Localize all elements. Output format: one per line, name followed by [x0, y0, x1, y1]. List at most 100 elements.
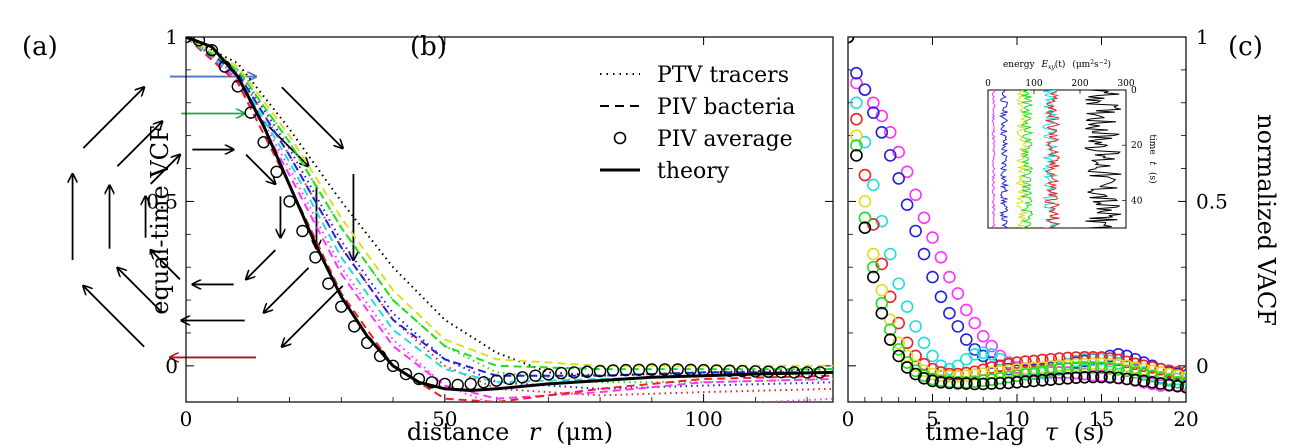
vacf-point-magenta: [985, 339, 998, 353]
piv-average-point: [516, 371, 529, 384]
vacf-point-green: [850, 139, 863, 152]
vacf-xtick-label: 20: [1173, 407, 1198, 431]
vacf-point-black: [1052, 372, 1066, 386]
inset-ytick-label: 0: [1131, 86, 1137, 96]
vacf-point-magenta: [900, 165, 914, 179]
piv-average-point: [270, 165, 283, 179]
vacf-point-magenta: [850, 76, 863, 90]
vacf-point-red: [900, 336, 914, 350]
vacf-xlabel-var: τ: [1045, 418, 1059, 446]
piv-average-point: [425, 376, 439, 389]
vcf-plot-frame: [185, 36, 834, 403]
vacf-point-black: [968, 377, 982, 391]
vacf-point-cyan: [900, 300, 914, 313]
vacf-point-red: [867, 218, 880, 231]
vacf-point-red: [1069, 351, 1083, 364]
vacf-point-black: [1010, 375, 1024, 389]
flow-arrow-inner-5: [151, 250, 181, 280]
inset-ylabel-text: time: [1147, 134, 1157, 154]
vacf-point-red: [1036, 353, 1049, 367]
vcf-xtick-label: 0: [180, 407, 193, 431]
vacf-point-black: [951, 376, 965, 390]
legend-label-piv-average: PIV average: [657, 127, 793, 152]
vacf-point-yellow: [1120, 359, 1134, 373]
vcf-ytick-label: 0.5: [146, 189, 178, 213]
vacf-point-yellow: [892, 336, 906, 350]
piv-average-point: [762, 365, 775, 378]
inset-xtick-label: 200: [1071, 79, 1088, 89]
panel-a-label: (a): [22, 32, 58, 62]
vacf-point-black: [1112, 371, 1125, 385]
inset-ytick-label: 20: [1131, 141, 1143, 151]
flow-arrow-outer-7: [82, 87, 144, 149]
vacf-point-black: [1145, 375, 1159, 389]
piv-average-point: [192, 37, 206, 47]
piv-average-point: [658, 363, 671, 376]
vacf-point-cyan: [976, 346, 990, 359]
vacf-point-yellow: [1129, 361, 1142, 374]
vacf-point-cyan: [968, 348, 982, 361]
inset-xtick-label: 300: [1117, 79, 1134, 89]
inset-trace-yellow: [1016, 90, 1029, 228]
inset-title-unit-close: ): [1108, 59, 1112, 70]
vcf-xtick-label: 100: [685, 407, 723, 431]
inset-title-prefix: energy: [1003, 60, 1036, 70]
inset-trace-red: [1044, 90, 1061, 228]
vacf-point-yellow: [1137, 362, 1151, 376]
vacf-point-red: [909, 349, 922, 363]
piv-average-point: [464, 377, 477, 391]
vacf-point-magenta: [1078, 367, 1091, 381]
vacf-point-black: [1078, 371, 1091, 384]
inset-traces: [991, 90, 1122, 228]
piv-average-point: [451, 378, 464, 392]
piv-average-point: [787, 366, 801, 379]
vacf-point-green: [883, 323, 897, 336]
inset-ylabel-var: t: [1147, 162, 1157, 166]
ptv-tracer-curve-magenta: [186, 37, 833, 402]
vacf-point-green: [1103, 362, 1117, 375]
vacf-point-green: [1044, 364, 1058, 377]
piv-average-point: [231, 80, 244, 93]
piv-average-point: [348, 320, 361, 333]
vcf-ytick-label: 0: [165, 354, 178, 378]
vcf-xtick-label: 50: [432, 407, 457, 431]
vcf-xlabel-var: r: [529, 418, 542, 446]
piv-average-point: [529, 369, 542, 382]
vacf-point-green: [1061, 362, 1074, 375]
vacf-point-blue: [858, 83, 872, 96]
inset-trace-blue: [999, 90, 1010, 228]
vacf-point-magenta: [951, 287, 965, 300]
flow-arrow-middle-5: [117, 268, 163, 314]
vacf-point-red: [892, 316, 906, 330]
legend-label-piv-bacteria: PIV bacteria: [657, 95, 795, 120]
piv-average-point: [309, 251, 322, 264]
vacf-point-green: [1162, 373, 1176, 387]
vacf-point-yellow: [993, 365, 1007, 378]
vacf-point-green: [1112, 363, 1125, 376]
vacf-point-green: [858, 211, 872, 225]
vacf-point-magenta: [968, 316, 982, 330]
vacf-point-black: [976, 377, 990, 391]
vacf-point-green: [892, 343, 906, 356]
vacf-point-cyan: [926, 349, 939, 363]
vcf-ylabel: equal-time VCF: [146, 125, 174, 314]
vacf-point-yellow: [959, 369, 973, 382]
vacf-point-black: [959, 377, 973, 390]
piv-average-point: [542, 368, 555, 381]
vacf-point-green: [867, 260, 880, 274]
vacf-point-red: [858, 168, 872, 182]
vacf-point-yellow: [867, 247, 880, 261]
inset-ylabel: time t (s): [1147, 134, 1158, 183]
vacf-point-magenta: [867, 96, 880, 110]
piv-average-point: [632, 363, 646, 376]
vacf-point-red: [1086, 350, 1100, 364]
piv-average-point: [800, 366, 814, 379]
vacf-point-red: [1095, 351, 1108, 364]
vacf-point-blue: [968, 343, 982, 356]
vacf-point-red: [1019, 355, 1032, 368]
piv-average-point: [205, 43, 219, 57]
vacf-point-yellow: [976, 367, 990, 381]
vcf-data: [186, 37, 833, 402]
vacf-point-blue: [909, 224, 922, 238]
